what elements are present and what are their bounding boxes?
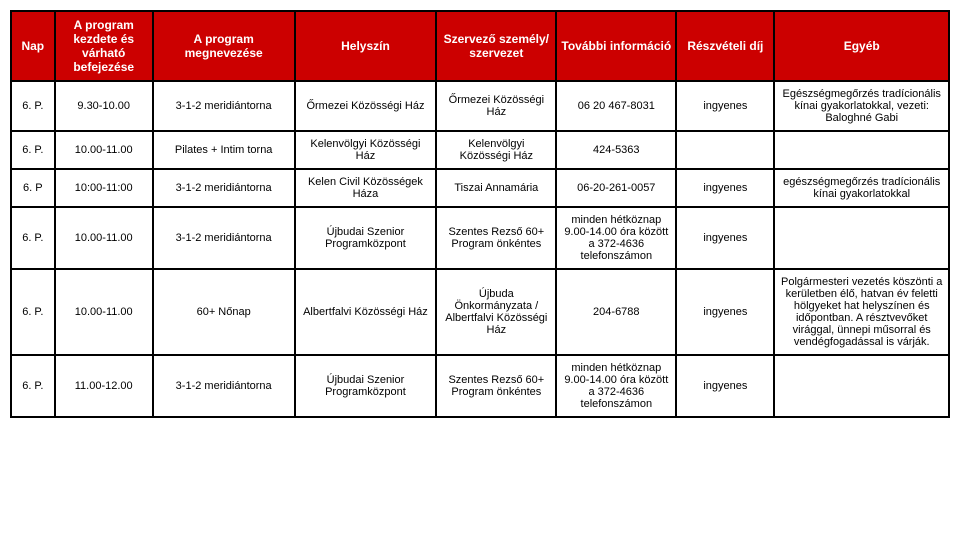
cell-fee: ingyenes xyxy=(676,355,774,417)
cell-info: 06 20 467-8031 xyxy=(556,81,676,131)
cell-org: Szentes Rezső 60+ Program önkéntes xyxy=(436,355,556,417)
cell-other xyxy=(774,207,949,269)
col-name: A program megnevezése xyxy=(153,11,295,81)
cell-fee xyxy=(676,131,774,169)
cell-day: 6. P. xyxy=(11,269,55,355)
cell-org: Kelenvölgyi Közösségi Ház xyxy=(436,131,556,169)
cell-org: Újbuda Önkormányzata / Albertfalvi Közös… xyxy=(436,269,556,355)
table-row: 6. P. 11.00-12.00 3-1-2 meridiántorna Új… xyxy=(11,355,949,417)
table-row: 6. P. 10.00-11.00 60+ Nőnap Albertfalvi … xyxy=(11,269,949,355)
cell-org: Tiszai Annamária xyxy=(436,169,556,207)
cell-fee: ingyenes xyxy=(676,269,774,355)
cell-name: 3-1-2 meridiántorna xyxy=(153,207,295,269)
cell-time: 10.00-11.00 xyxy=(55,131,153,169)
table-body: 6. P. 9.30-10.00 3-1-2 meridiántorna Őrm… xyxy=(11,81,949,417)
col-loc: Helyszín xyxy=(295,11,437,81)
cell-time: 9.30-10.00 xyxy=(55,81,153,131)
table-header: Nap A program kezdete és várható befejez… xyxy=(11,11,949,81)
col-time: A program kezdete és várható befejezése xyxy=(55,11,153,81)
table-row: 6. P. 10.00-11.00 Pilates + Intim torna … xyxy=(11,131,949,169)
cell-time: 11.00-12.00 xyxy=(55,355,153,417)
cell-day: 6. P. xyxy=(11,81,55,131)
cell-time: 10:00-11:00 xyxy=(55,169,153,207)
cell-time: 10.00-11.00 xyxy=(55,207,153,269)
cell-name: 3-1-2 meridiántorna xyxy=(153,81,295,131)
cell-other xyxy=(774,131,949,169)
table-row: 6. P. 10.00-11.00 3-1-2 meridiántorna Új… xyxy=(11,207,949,269)
cell-day: 6. P xyxy=(11,169,55,207)
program-table: Nap A program kezdete és várható befejez… xyxy=(10,10,950,418)
cell-loc: Kelen Civil Közösségek Háza xyxy=(295,169,437,207)
cell-fee: ingyenes xyxy=(676,207,774,269)
cell-loc: Őrmezei Közösségi Ház xyxy=(295,81,437,131)
cell-other: Egészségmegőrzés tradícionális kínai gya… xyxy=(774,81,949,131)
cell-name: 3-1-2 meridiántorna xyxy=(153,355,295,417)
cell-org: Szentes Rezső 60+ Program önkéntes xyxy=(436,207,556,269)
cell-info: 204-6788 xyxy=(556,269,676,355)
cell-info: minden hétköznap 9.00-14.00 óra között a… xyxy=(556,207,676,269)
cell-fee: ingyenes xyxy=(676,169,774,207)
cell-name: Pilates + Intim torna xyxy=(153,131,295,169)
cell-other: Polgármesteri vezetés köszönti a kerület… xyxy=(774,269,949,355)
cell-other xyxy=(774,355,949,417)
col-info: További információ xyxy=(556,11,676,81)
cell-fee: ingyenes xyxy=(676,81,774,131)
cell-day: 6. P. xyxy=(11,355,55,417)
col-fee: Részvételi díj xyxy=(676,11,774,81)
cell-day: 6. P. xyxy=(11,131,55,169)
cell-name: 60+ Nőnap xyxy=(153,269,295,355)
cell-info: 06-20-261-0057 xyxy=(556,169,676,207)
cell-name: 3-1-2 meridiántorna xyxy=(153,169,295,207)
cell-day: 6. P. xyxy=(11,207,55,269)
col-day: Nap xyxy=(11,11,55,81)
cell-other: egészségmegőrzés tradícionális kínai gya… xyxy=(774,169,949,207)
cell-loc: Kelenvölgyi Közösségi Ház xyxy=(295,131,437,169)
cell-info: 424-5363 xyxy=(556,131,676,169)
cell-loc: Újbudai Szenior Programközpont xyxy=(295,207,437,269)
cell-time: 10.00-11.00 xyxy=(55,269,153,355)
table-row: 6. P 10:00-11:00 3-1-2 meridiántorna Kel… xyxy=(11,169,949,207)
cell-org: Őrmezei Közösségi Ház xyxy=(436,81,556,131)
cell-loc: Újbudai Szenior Programközpont xyxy=(295,355,437,417)
cell-loc: Albertfalvi Közösségi Ház xyxy=(295,269,437,355)
cell-info: minden hétköznap 9.00-14.00 óra között a… xyxy=(556,355,676,417)
col-other: Egyéb xyxy=(774,11,949,81)
table-row: 6. P. 9.30-10.00 3-1-2 meridiántorna Őrm… xyxy=(11,81,949,131)
col-org: Szervező személy/ szervezet xyxy=(436,11,556,81)
